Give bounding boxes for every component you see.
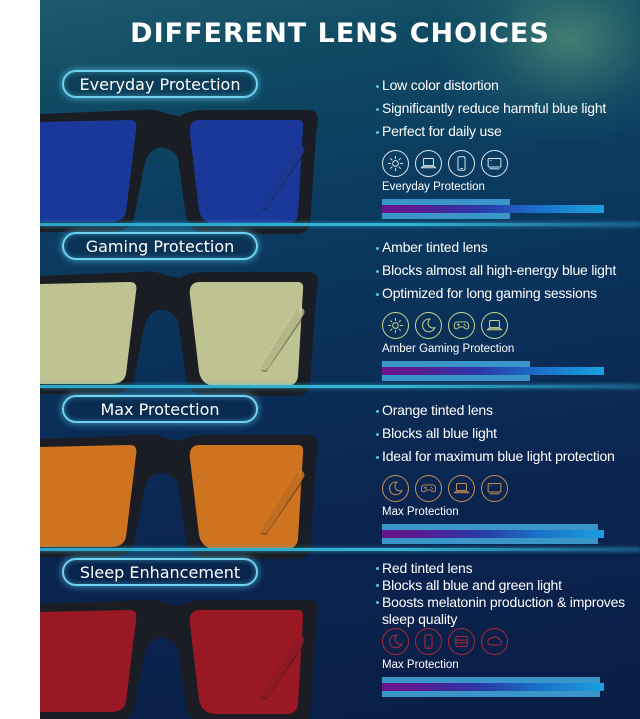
feature-list: Low color distortion Significantly reduce… [376, 74, 640, 143]
protection-bar-core [382, 530, 604, 538]
divider [40, 223, 640, 226]
divider [40, 548, 640, 551]
section-title-pill: Sleep Enhancement [62, 558, 258, 586]
page-title: DIFFERENT LENS CHOICES [130, 18, 550, 49]
phone-icon [448, 150, 475, 177]
laptop-icon [448, 475, 475, 502]
feature-bullet: Low color distortion [376, 74, 640, 97]
monitor-icon [481, 475, 508, 502]
feature-bullet: Orange tinted lens [376, 399, 640, 422]
feature-list: Red tinted lens Blocks all blue and green… [376, 560, 640, 628]
protection-bar-core [382, 367, 604, 375]
sun-icon [382, 150, 409, 177]
moon-icon [415, 312, 442, 339]
monitor-icon [481, 150, 508, 177]
usage-icons [382, 312, 508, 339]
protection-level-bar [382, 361, 604, 381]
section-title-pill: Everyday Protection [62, 70, 258, 98]
section-title-pill: Gaming Protection [62, 232, 258, 260]
moon-icon [382, 475, 409, 502]
feature-bullet: Amber tinted lens [376, 236, 640, 259]
glasses-image [40, 599, 318, 719]
protection-level-bar [382, 677, 604, 697]
feature-bullet: Blocks all blue light [376, 422, 640, 445]
usage-icons [382, 475, 508, 502]
moon-icon [382, 628, 409, 655]
feature-bullet: Optimized for long gaming sessions [376, 282, 640, 305]
cloud-icon [481, 628, 508, 655]
feature-bullet: Red tinted lens [376, 560, 640, 577]
glasses-image [40, 271, 318, 396]
protection-level-label: Amber Gaming Protection [382, 343, 515, 355]
glasses-image [40, 109, 318, 234]
protection-bar-core [382, 205, 604, 213]
protection-level-label: Everyday Protection [382, 181, 485, 193]
protection-level-bar [382, 524, 604, 544]
bed-icon [448, 628, 475, 655]
section-title-pill: Max Protection [62, 395, 258, 423]
feature-bullet: Significantly reduce harmful blue light [376, 97, 640, 120]
protection-bar-core [382, 683, 604, 691]
phone-icon [415, 628, 442, 655]
protection-level-bar [382, 199, 604, 219]
gamepad-icon [448, 312, 475, 339]
lens-choices-infographic: DIFFERENT LENS CHOICES Everyday Protecti… [40, 0, 640, 719]
usage-icons [382, 628, 508, 655]
protection-level-label: Max Protection [382, 659, 459, 671]
sun-icon [382, 312, 409, 339]
divider [40, 385, 640, 388]
feature-bullet: Blocks almost all high-energy blue light [376, 259, 640, 282]
feature-bullet: Perfect for daily use [376, 120, 640, 143]
feature-bullet: Ideal for maximum blue light protection [376, 445, 640, 468]
usage-icons [382, 150, 508, 177]
glasses-image [40, 434, 318, 559]
feature-bullet: Boosts melatonin production & improves s… [376, 594, 640, 628]
feature-list: Amber tinted lens Blocks almost all high-… [376, 236, 640, 305]
laptop-icon [481, 312, 508, 339]
laptop-icon [415, 150, 442, 177]
protection-level-label: Max Protection [382, 506, 459, 518]
feature-list: Orange tinted lens Blocks all blue light I… [376, 399, 640, 468]
feature-bullet: Blocks all blue and green light [376, 577, 640, 594]
gamepad-icon [415, 475, 442, 502]
